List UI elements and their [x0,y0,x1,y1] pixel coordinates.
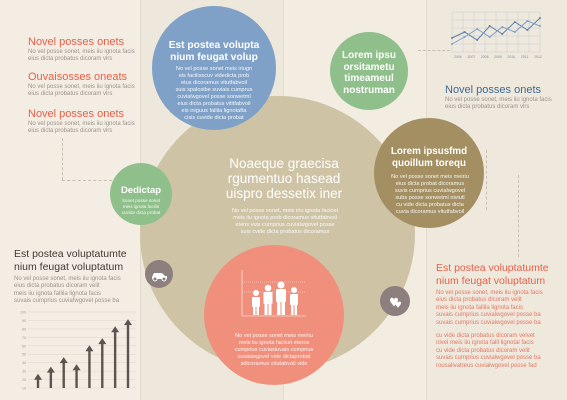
connector-line [518,175,519,257]
bar-chart-tick: 80 [22,327,26,331]
line-series-1 [451,17,541,41]
line-chart-point [488,25,491,27]
bar-arrow-head [111,326,120,333]
line-chart-xlabel: 2012 [534,55,542,59]
line-chart-point [513,21,516,23]
bar-chart-tick: 40 [22,361,26,365]
line-chart: 2006 2007 2008 2009 2010 2011 2012 [451,11,542,59]
hearts-icon-glyph [390,297,401,308]
line-chart-xlabel: 2007 [467,55,475,59]
bar-chart-tick: 100 [20,311,26,315]
blue-circle [152,6,276,130]
line-chart-point [463,36,466,38]
car-icon-glyph [152,273,167,282]
left-block-2-title: Ouvaisosses oneats [28,71,128,83]
bar-chart: 100 90 80 70 60 50 40 30 20 10 [20,311,136,391]
car-icon [145,260,173,288]
left-block-1: Novel posses onets No vel posse sonet, m… [28,36,148,64]
connector-line [62,180,112,181]
line-chart-point [451,43,453,45]
line-chart-point [451,37,453,39]
bar-arrow-head [124,319,132,326]
people-chart [241,270,306,317]
right-lower-title: Est postea voluptatumte nium feugat volu… [436,262,549,287]
line-chart-body: No vel posse sonet, meis iiu ignota faci… [445,97,552,111]
right-lower-body-1: No vel posse sonet, meis iiu ignota faci… [436,290,543,326]
bar-chart-tick: 90 [22,319,26,323]
blue-circle-body: No vel posse sonet meis iriugn eis facil… [175,66,253,121]
brown-circle-title: Lorem ipsusfmd quoillum torequ [390,146,468,169]
right-lower-block: Est postea voluptatumte nium feugat volu… [436,262,561,370]
line-chart-xlabel: 2011 [521,55,529,59]
left-lower-body: No vel posse sonet, meis iiu ignota faci… [14,276,121,305]
connector-line [486,150,487,210]
line-chart-xlabel: 2008 [481,55,489,59]
bar-arrow-head [85,345,94,352]
bar-chart-tick: 10 [22,387,26,391]
line-chart-point [463,31,466,33]
line-chart-point [501,26,504,28]
big-circle-title: Noaeque graecisa rgumentuo hasead uispro… [225,156,343,201]
line-chart-point [488,36,491,38]
line-chart-xlabel: 2006 [454,55,462,59]
line-chart-caption: Novel posses onets No vel posse sonet, m… [445,84,563,112]
left-block-2-body: No vel posse sonet, meis iiu ignota faci… [28,84,135,98]
left-block-1-title: Novel posses onets [28,36,124,48]
line-chart-point [513,31,516,33]
line-chart-grid [451,11,541,53]
line-chart-point [501,33,504,35]
green-small-body: Sonet posse sonet meis ignota facilis cu… [121,198,161,215]
left-block-1-body: No vel posse sonet, meis iiu ignota faci… [28,49,135,63]
brown-circle-body: No vel posse sonet meis meiriu eius dict… [391,174,469,215]
left-block-3-title: Novel posses onets [28,108,124,120]
line-series-2 [451,20,541,45]
bar-arrow-head [59,357,68,364]
big-circle-body: No vel posse sonet, meis iriu ignota fac… [231,208,339,235]
connector-line [418,50,450,51]
bar-arrow-head [34,373,42,380]
bar-chart-tick: 60 [22,344,26,348]
blue-circle-title: Est postea volupta nium feugat volup [168,40,260,63]
bar-arrow-head [46,366,55,373]
people-icon [252,281,298,315]
bar-chart-tick: 50 [22,353,26,357]
green-small-title: Dedictap [120,185,162,196]
pink-circle-body: No vel posse sonet meis meiriu meis iiu … [234,333,314,367]
right-lower-body-2: cu vide dicta probatus dicoram velvet ni… [436,333,541,369]
line-chart-xlabel: 2010 [507,55,515,59]
bar-chart-tick: 70 [22,336,26,340]
line-chart-xlabel: 2009 [494,55,502,59]
bar-chart-tick: 30 [22,370,26,374]
green-top-title: Lorem ipsu orsitametu timeameul nostruma… [342,50,396,96]
green-small-circle [110,163,172,225]
line-chart-point [476,28,479,30]
bar-arrow-head [72,364,81,371]
left-block-3: Novel posses onets No vel posse sonet, m… [28,108,148,136]
bar-arrow-head [98,338,107,345]
pink-circle [204,245,344,385]
left-lower-block: Est postea voluptatumte nium feugat volu… [14,248,149,306]
hearts-icon [380,286,410,316]
line-chart-point [539,17,541,19]
line-chart-point [476,39,479,41]
brown-circle [374,118,484,228]
bar-chart-tick: 20 [22,378,26,382]
line-chart-point [539,25,541,27]
line-chart-point [526,20,529,22]
left-block-3-body: No vel posse sonet, meis iiu ignota faci… [28,121,135,135]
left-lower-title: Est postea voluptatumte nium feugat volu… [14,248,127,273]
connector-line [62,138,63,180]
left-block-2: Ouvaisosses oneats No vel posse sonet, m… [28,71,153,99]
green-top-circle [330,32,408,110]
line-chart-point [526,29,529,31]
line-chart-title: Novel posses onets [445,84,541,96]
